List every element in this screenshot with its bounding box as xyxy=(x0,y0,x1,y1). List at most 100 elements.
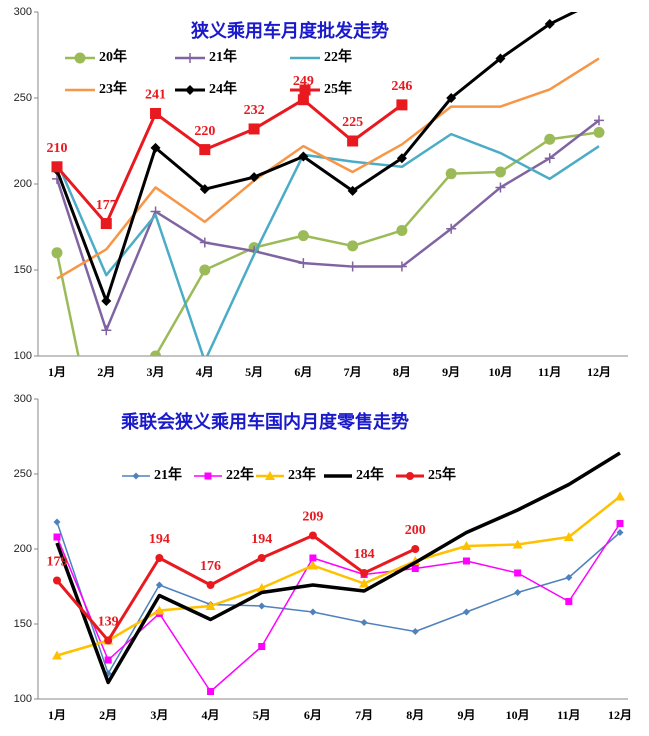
marker xyxy=(104,656,112,664)
x-tick-label: 1月 xyxy=(48,365,66,379)
marker xyxy=(495,53,506,64)
marker xyxy=(396,224,408,236)
x-tick-label: 8月 xyxy=(406,708,424,722)
x-tick-label: 2月 xyxy=(99,708,117,722)
legend-label: 22年 xyxy=(226,466,254,483)
x-tick-label: 7月 xyxy=(344,365,362,379)
marker xyxy=(544,153,555,164)
marker xyxy=(462,608,470,616)
marker xyxy=(347,240,359,252)
marker xyxy=(150,107,162,119)
marker xyxy=(309,608,317,616)
y-tick-label: 100 xyxy=(14,350,32,362)
marker xyxy=(495,182,506,193)
marker xyxy=(347,261,358,272)
marker xyxy=(446,93,457,103)
marker xyxy=(616,520,624,527)
series-line xyxy=(56,521,621,675)
y-tick-label: 150 xyxy=(14,618,32,630)
legend-label: 23年 xyxy=(288,466,316,483)
x-tick-label: 5月 xyxy=(245,365,263,379)
marker xyxy=(206,581,215,589)
marker xyxy=(593,126,605,138)
marker xyxy=(101,485,112,496)
marker xyxy=(297,230,309,242)
marker xyxy=(101,295,112,306)
marker xyxy=(52,650,62,660)
marker xyxy=(462,557,470,565)
legend-label: 25年 xyxy=(428,466,456,483)
data-label: 241 xyxy=(145,88,166,103)
marker xyxy=(101,325,112,336)
marker xyxy=(411,628,419,635)
legend-label: 22年 xyxy=(324,48,352,65)
marker xyxy=(199,264,211,276)
data-label: 139 xyxy=(98,615,119,630)
data-label: 220 xyxy=(194,124,215,139)
marker xyxy=(199,237,210,248)
data-label: 210 xyxy=(47,141,68,156)
series-line xyxy=(55,534,416,642)
marker xyxy=(53,533,61,541)
marker xyxy=(544,19,555,30)
series-line xyxy=(56,495,621,657)
series-line xyxy=(55,451,621,685)
legend-label: 25年 xyxy=(324,80,352,97)
marker xyxy=(360,619,368,626)
marker xyxy=(155,581,163,589)
legend-marker xyxy=(74,52,86,64)
marker xyxy=(199,144,211,156)
marker xyxy=(616,529,624,536)
x-tick-label: 7月 xyxy=(355,708,373,722)
marker xyxy=(514,569,522,577)
marker xyxy=(512,539,523,549)
marker xyxy=(257,554,266,562)
marker xyxy=(155,554,164,562)
legend-marker xyxy=(299,84,311,96)
marker xyxy=(205,601,216,610)
legend-label: 20年 xyxy=(99,48,127,65)
legend-marker xyxy=(406,472,414,480)
series-line xyxy=(56,523,621,693)
marker xyxy=(207,688,215,695)
x-tick-label: 9月 xyxy=(442,365,460,379)
x-tick-label: 10月 xyxy=(506,708,530,722)
legend-label: 21年 xyxy=(154,466,182,483)
marker xyxy=(461,541,472,550)
marker xyxy=(199,184,210,195)
x-tick-label: 8月 xyxy=(393,365,411,379)
data-label: 246 xyxy=(391,79,412,94)
data-label: 177 xyxy=(96,198,117,213)
chart-title: 狭义乘用车月度批发走势 xyxy=(190,20,389,42)
legend-label: 24年 xyxy=(356,466,384,483)
marker xyxy=(347,185,358,196)
legend-label: 21年 xyxy=(209,48,237,65)
marker xyxy=(297,94,309,106)
marker xyxy=(309,554,317,562)
x-tick-label: 4月 xyxy=(196,365,214,379)
y-tick-label: 150 xyxy=(14,264,32,276)
legend-marker xyxy=(132,472,140,480)
chart-title: 乘联会狭义乘用车国内月度零售走势 xyxy=(120,411,409,433)
data-label: 194 xyxy=(251,532,272,547)
series-line xyxy=(55,12,578,303)
legend-marker xyxy=(185,53,195,63)
marker xyxy=(51,247,63,259)
marker xyxy=(563,532,574,541)
marker xyxy=(396,99,408,111)
marker xyxy=(104,636,113,645)
data-label: 200 xyxy=(405,523,426,538)
x-tick-label: 12月 xyxy=(587,365,611,379)
series-line xyxy=(55,119,600,332)
marker xyxy=(347,135,359,147)
x-tick-label: 10月 xyxy=(488,365,512,379)
x-tick-label: 9月 xyxy=(457,708,475,722)
marker xyxy=(154,605,165,615)
marker xyxy=(445,168,457,180)
series-line xyxy=(55,98,403,226)
marker xyxy=(51,161,63,173)
legend-marker xyxy=(265,471,275,480)
x-tick-label: 11月 xyxy=(538,365,561,379)
marker xyxy=(446,223,457,234)
